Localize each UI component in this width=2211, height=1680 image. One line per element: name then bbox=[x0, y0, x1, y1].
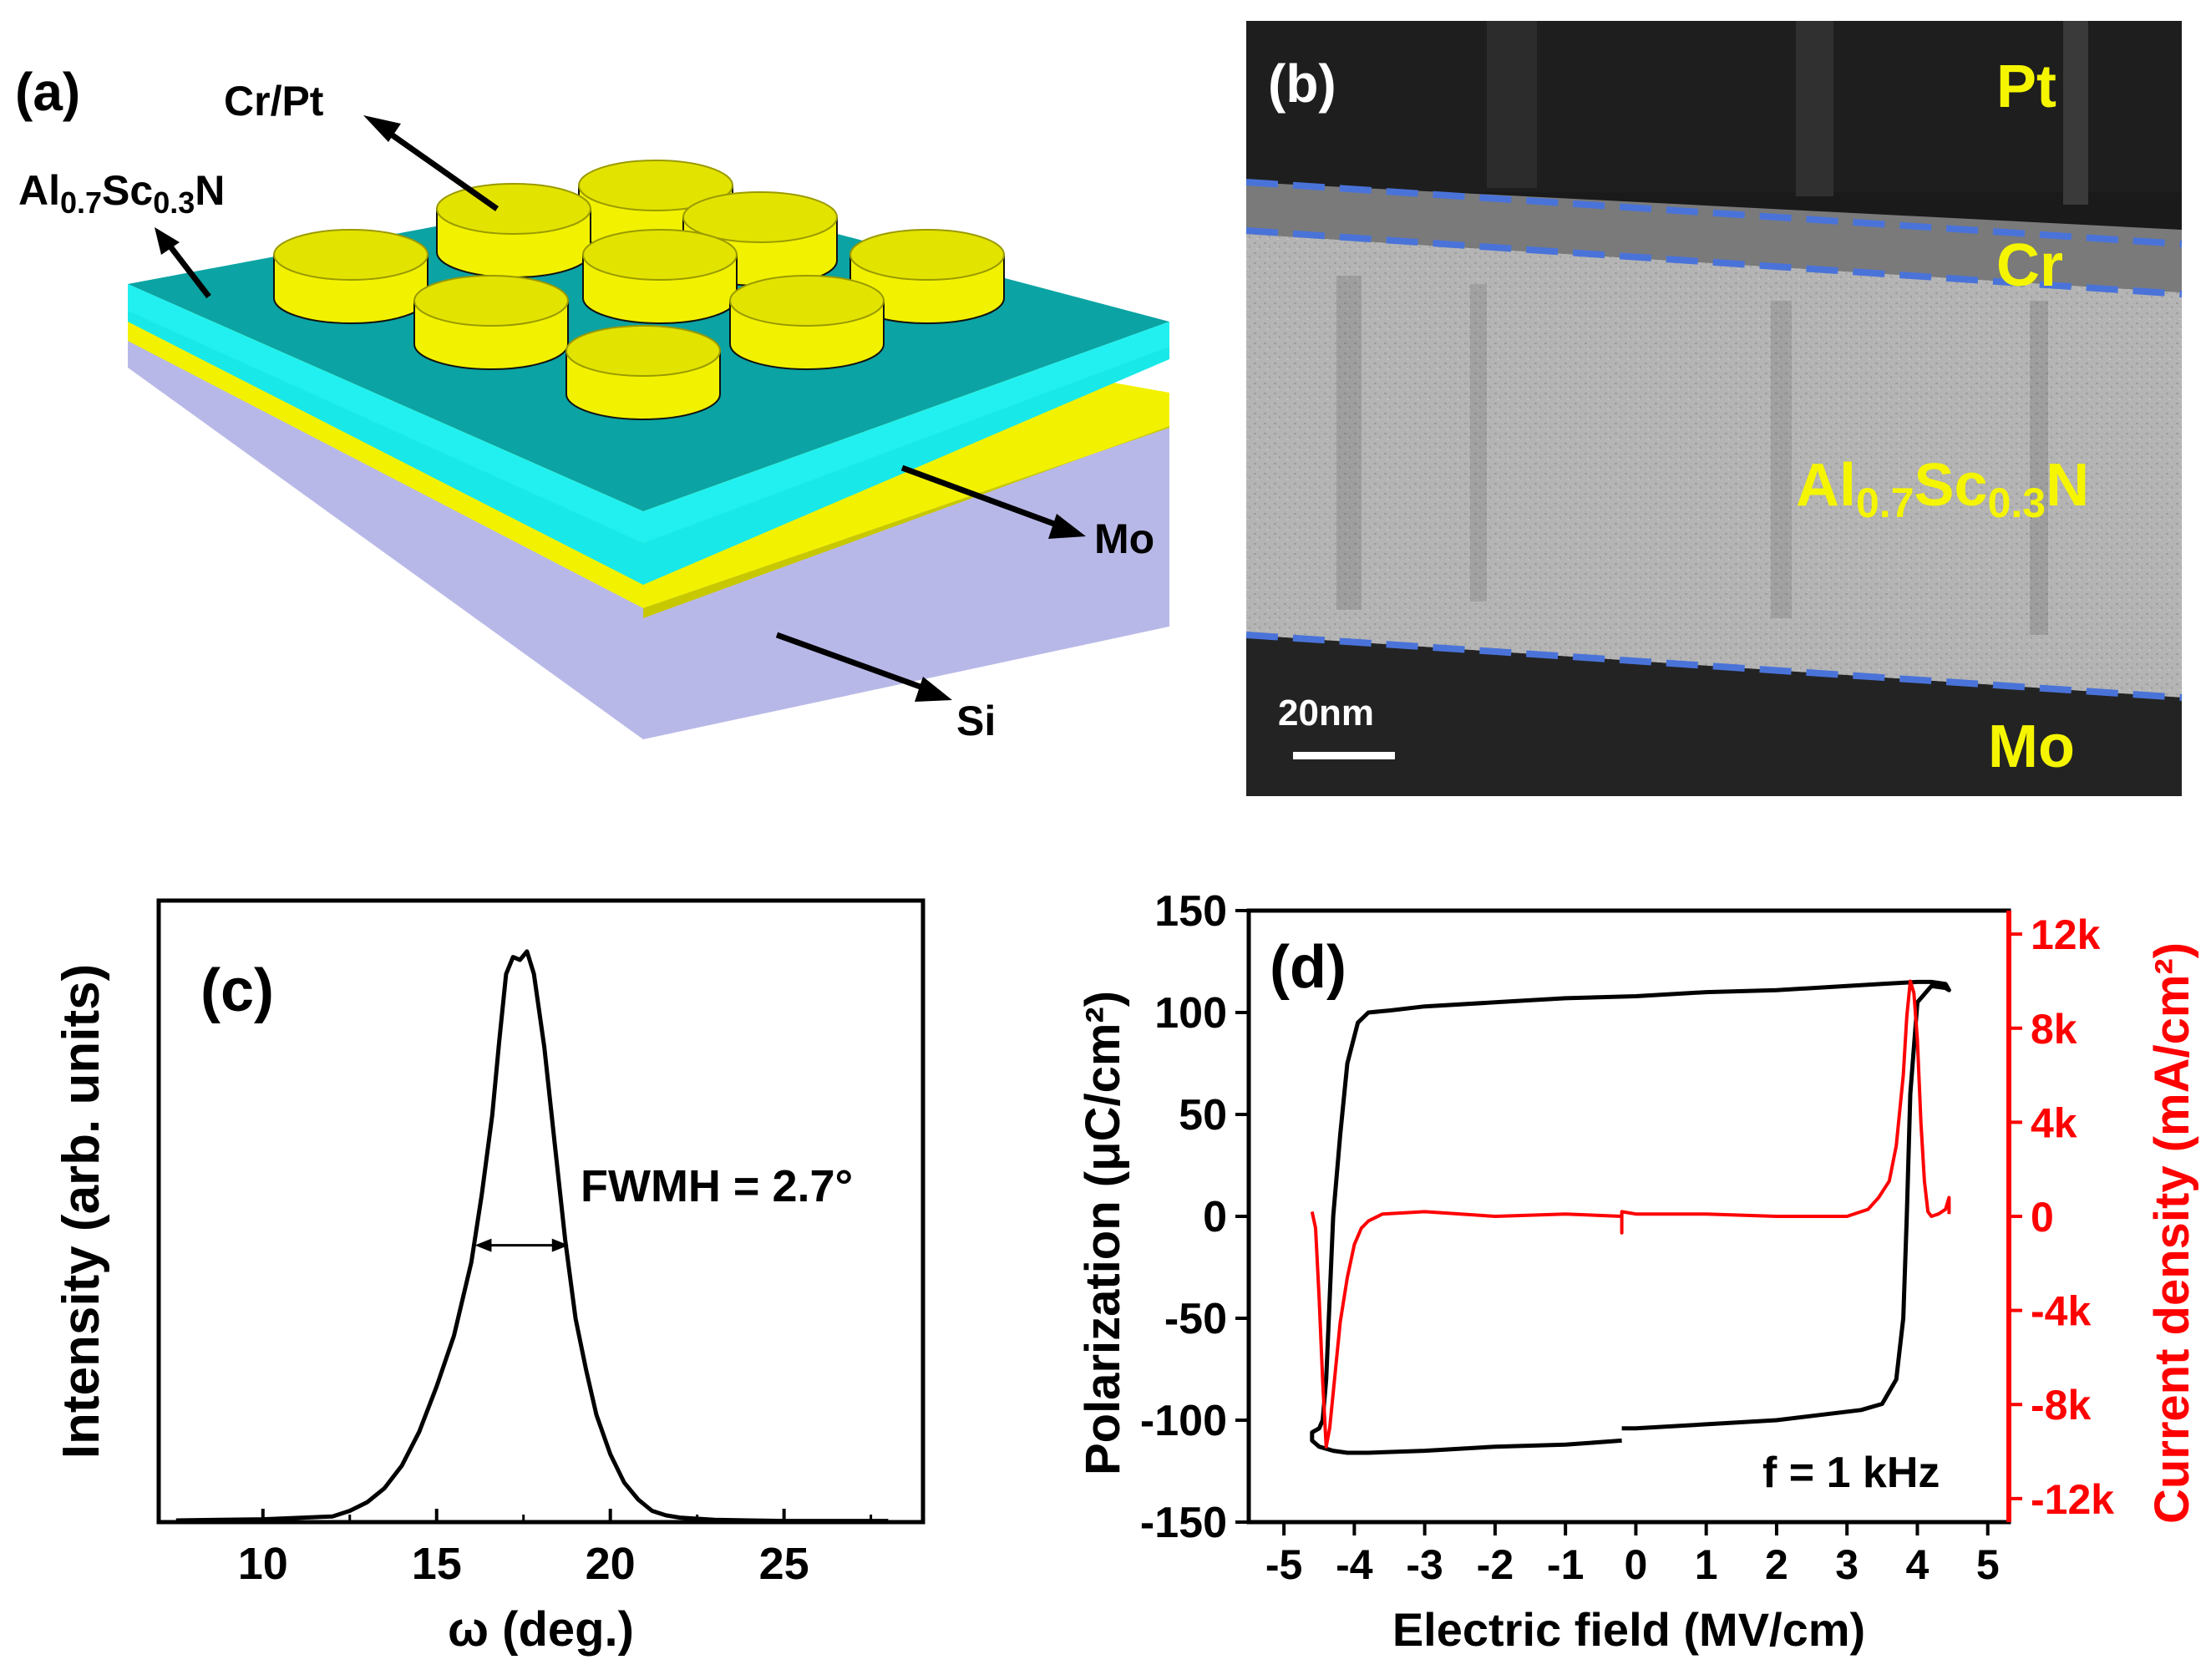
frequency-annotation: f = 1 kHz bbox=[1762, 1449, 1940, 1497]
panel-d-label: (d) bbox=[1270, 934, 1346, 1001]
label-mo: Mo bbox=[1094, 515, 1154, 562]
top-electrode bbox=[729, 275, 885, 370]
y-tick-label: -50 bbox=[1164, 1295, 1227, 1343]
panel-b-label: (b) bbox=[1268, 53, 1336, 114]
label-alscn: Al0.7Sc0.3N bbox=[18, 167, 225, 220]
tem-label-pt: Pt bbox=[1996, 53, 2056, 120]
interface-cr-alscn bbox=[1245, 227, 2183, 297]
y-tick-label: 100 bbox=[1154, 989, 1227, 1038]
x-tick-label: -3 bbox=[1406, 1541, 1443, 1588]
top-electrode bbox=[849, 229, 1005, 324]
x-tick-label: 25 bbox=[759, 1539, 809, 1589]
y2-tick-label: -4k bbox=[2031, 1288, 2091, 1335]
x-tick-label: 20 bbox=[586, 1539, 636, 1589]
tem-label-cr: Cr bbox=[1996, 232, 2063, 299]
top-electrode bbox=[436, 183, 591, 278]
arrow-mo bbox=[900, 464, 1062, 530]
label-si: Si bbox=[956, 698, 996, 744]
y-axis-label: Polarization (μC/cm²) bbox=[1076, 991, 1130, 1475]
polarization-loop bbox=[1310, 979, 1951, 1455]
scale-bar bbox=[1293, 752, 1395, 759]
y2-tick-label: 4k bbox=[2031, 1099, 2077, 1146]
scale-bar-label: 20nm bbox=[1278, 693, 1374, 733]
x-tick-label: 15 bbox=[412, 1539, 462, 1589]
y-tick-label: 0 bbox=[1203, 1193, 1227, 1241]
y2-tick-label: 8k bbox=[2031, 1006, 2077, 1053]
y-tick-label: 50 bbox=[1179, 1091, 1227, 1139]
panel-b-tem-image: (b) Pt Cr Al0.7Sc0.3N Mo 20nm bbox=[1245, 21, 2183, 796]
panel-a-label: (a) bbox=[15, 62, 80, 122]
y2-axis-label: Current density (mA/cm²) bbox=[2145, 942, 2199, 1524]
x-tick-label: -2 bbox=[1477, 1541, 1514, 1588]
panel-a-device-schematic: (a) Cr/Pt Al0.7Sc0.3N Mo Si bbox=[15, 62, 1169, 744]
y2-tick-label: -12k bbox=[2031, 1476, 2114, 1523]
x-tick-label: -5 bbox=[1265, 1541, 1302, 1588]
top-electrode bbox=[413, 275, 569, 370]
arrow-alscn bbox=[165, 240, 211, 299]
x-tick-label: 2 bbox=[1765, 1541, 1788, 1588]
x-tick-label: 3 bbox=[1835, 1541, 1859, 1588]
interface-pt-cr bbox=[1245, 179, 2183, 247]
y2-tick-label: -8k bbox=[2031, 1382, 2091, 1429]
tem-label-mo: Mo bbox=[1988, 713, 2075, 780]
top-electrode bbox=[582, 229, 738, 324]
tem-label-alscn: Al0.7Sc0.3N bbox=[1796, 452, 2089, 526]
current-density-curve bbox=[1310, 979, 1951, 1449]
panel-c-label: (c) bbox=[200, 957, 274, 1024]
arrow-cr-pt bbox=[382, 127, 500, 211]
interface-alscn-mo bbox=[1245, 632, 2183, 701]
label-cr-pt: Cr/Pt bbox=[224, 78, 324, 124]
fwhm-arrowhead-right bbox=[551, 1238, 569, 1252]
x-tick-label: 0 bbox=[1625, 1541, 1648, 1588]
mo-region bbox=[1246, 635, 2182, 796]
x-tick-label: 1 bbox=[1695, 1541, 1718, 1588]
fwhm-arrowhead-left bbox=[474, 1238, 492, 1252]
y2-tick-label: 0 bbox=[2031, 1194, 2054, 1241]
y-tick-label: -100 bbox=[1140, 1397, 1227, 1445]
x-axis-label: ω (deg.) bbox=[448, 1602, 634, 1657]
y-tick-label: -150 bbox=[1140, 1499, 1227, 1547]
x-tick-label: -4 bbox=[1336, 1541, 1373, 1588]
cr-band bbox=[1246, 182, 2182, 292]
x-tick-label: 4 bbox=[1906, 1541, 1930, 1588]
y-tick-label: 150 bbox=[1154, 887, 1227, 936]
arrow-si bbox=[775, 632, 929, 693]
panel-d-pe-loop: -5 -4 -3 -2 -1 0 1 2 3 4 5150100500-50-100-15012k8… bbox=[1076, 887, 2199, 1656]
y-axis-label: Intensity (arb. units) bbox=[53, 964, 110, 1459]
top-electrode bbox=[565, 325, 721, 420]
electrode-array bbox=[273, 160, 1005, 420]
top-electrode bbox=[273, 229, 429, 324]
x-tick-label: 5 bbox=[1976, 1541, 2000, 1588]
y2-tick-label: 12k bbox=[2031, 911, 2101, 958]
rocking-curve-line bbox=[175, 949, 889, 1524]
plot-c-frame bbox=[156, 898, 925, 1525]
x-axis-label: Electric field (MV/cm) bbox=[1392, 1603, 1865, 1656]
fwhm-annotation: FWMH = 2.7° bbox=[581, 1161, 853, 1211]
panel-c-rocking-curve: 10 15 20 25 ω (deg.) Intensity (arb. units) (c… bbox=[53, 898, 925, 1657]
x-tick-label: -1 bbox=[1547, 1541, 1584, 1588]
x-tick-label: 10 bbox=[238, 1539, 288, 1589]
